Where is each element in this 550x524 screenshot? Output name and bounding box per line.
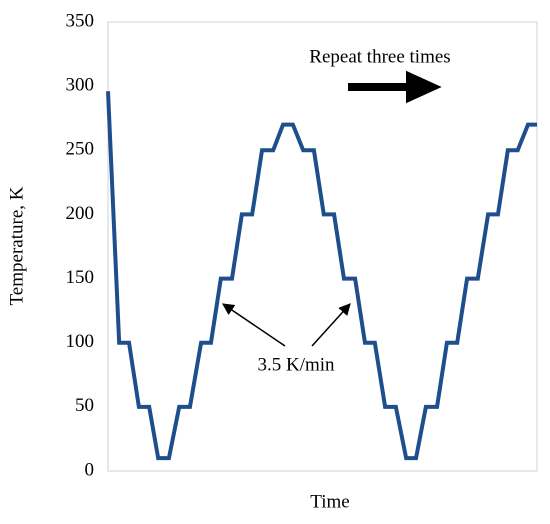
y-tick-label: 250 bbox=[66, 139, 95, 160]
plot-frame bbox=[107, 21, 538, 472]
plot bbox=[106, 91, 537, 461]
y-tick-label: 150 bbox=[66, 267, 95, 288]
annotation: Repeat three times bbox=[309, 46, 450, 67]
y-tick-label: 100 bbox=[66, 331, 95, 352]
repeat-arrow bbox=[348, 70, 442, 104]
y-tick-label: 50 bbox=[75, 395, 94, 416]
x-axis-label: Time bbox=[310, 491, 349, 512]
y-tick-label: 300 bbox=[66, 75, 95, 96]
rate-arrow bbox=[311, 303, 351, 347]
y-axis-label: Temperature, K bbox=[6, 186, 27, 305]
y-tick-label: 350 bbox=[66, 10, 95, 31]
data-line bbox=[106, 91, 537, 461]
y-tick-label: 200 bbox=[66, 203, 95, 224]
rate-arrow bbox=[222, 303, 286, 347]
annotation: 3.5 K/min bbox=[257, 354, 335, 375]
y-tick-label: 0 bbox=[85, 459, 95, 480]
